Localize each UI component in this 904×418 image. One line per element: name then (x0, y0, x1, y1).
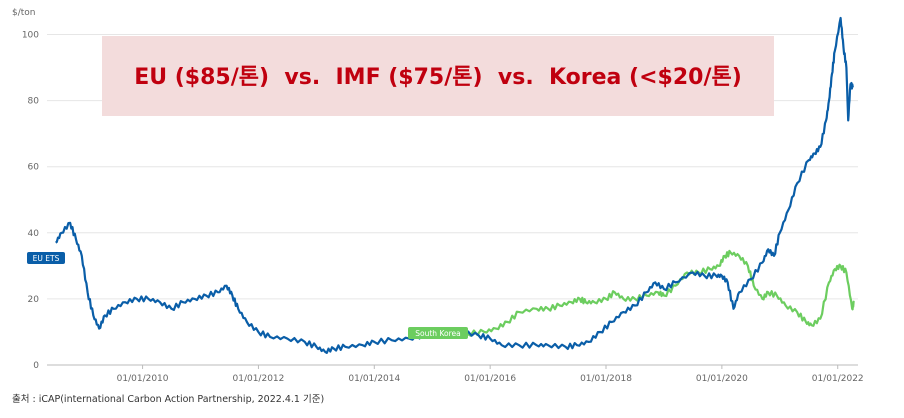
series-line-south-korea (431, 249, 855, 339)
y-tick-label: 60 (28, 163, 40, 173)
series-tag-eu-ets: EU ETS (27, 252, 65, 264)
x-tick-label: 01/01/2014 (348, 374, 400, 384)
y-tick-label: 0 (33, 361, 39, 371)
series-tag-label: South Korea (415, 329, 460, 338)
y-tick-label: 20 (28, 295, 40, 305)
y-tick-label: 40 (28, 229, 40, 239)
x-tick-label: 01/01/2010 (117, 374, 169, 384)
series-tag-south-korea: South Korea (408, 327, 468, 339)
banner-text: EU ($85/톤) vs. IMF ($75/톤) vs. Korea (<$… (134, 65, 742, 90)
x-tick-label: 01/01/2018 (580, 374, 632, 384)
banner-box (102, 36, 774, 116)
x-tick-label: 01/01/2022 (812, 374, 864, 384)
series-tag-box (27, 252, 65, 264)
x-tick-label: 01/01/2012 (233, 374, 285, 384)
x-tick-label: 01/01/2020 (696, 374, 748, 384)
series-tag-box (408, 327, 468, 339)
x-ticks: 01/01/2010 01/01/2012 01/01/2014 01/01/2016… (117, 365, 864, 384)
y-ticks: 0 20 40 60 80 100 (22, 31, 39, 371)
banner: EU ($85/톤) vs. IMF ($75/톤) vs. Korea (<$… (102, 36, 774, 116)
y-tick-label: 80 (28, 97, 40, 107)
x-tick-label: 01/01/2016 (464, 374, 516, 384)
y-axis-unit: $/ton (12, 8, 36, 18)
series-lines (55, 16, 855, 354)
series-tags: EU ETS South Korea (27, 252, 468, 339)
y-tick-label: 100 (22, 31, 39, 41)
source-note: 출처 : iCAP(international Carbon Action Pa… (12, 393, 324, 405)
series-line-eu-ets (55, 16, 854, 354)
series-tag-label: EU ETS (33, 254, 60, 263)
